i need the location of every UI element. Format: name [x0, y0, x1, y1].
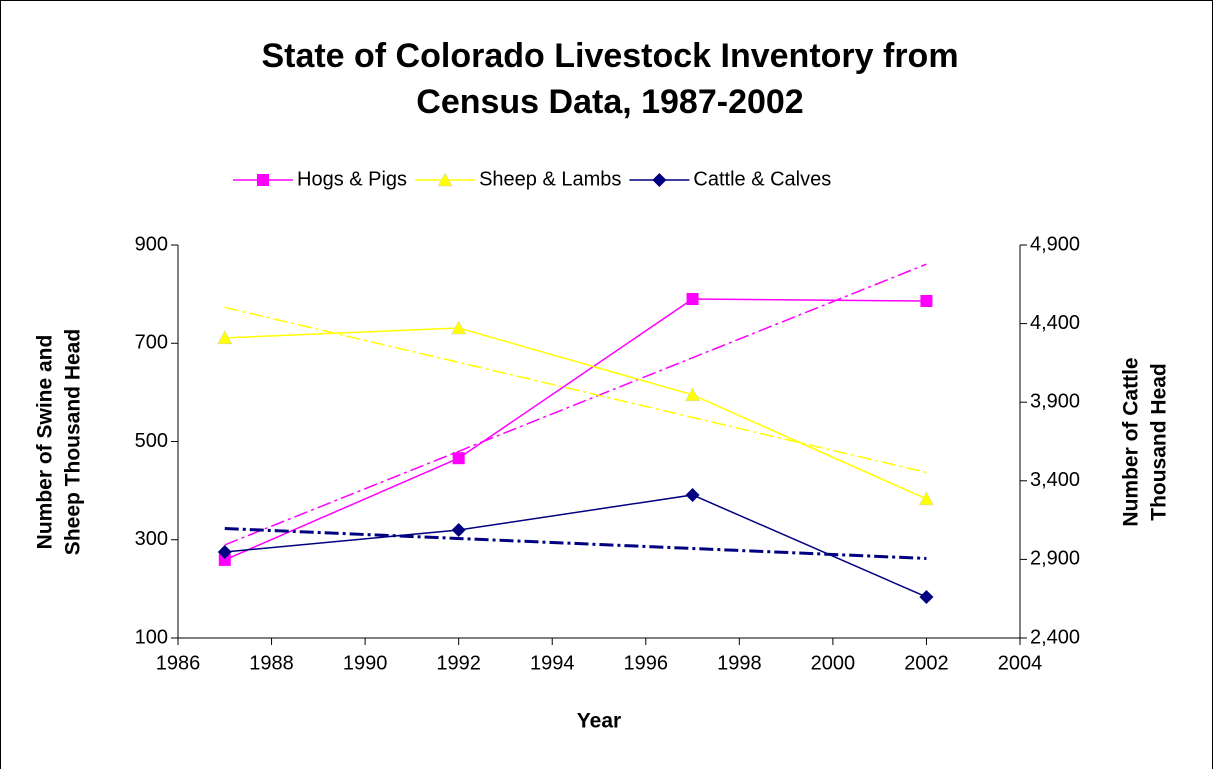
- legend: Hogs & Pigs Sheep & Lambs Cattle & Calves: [233, 168, 831, 190]
- marker: [452, 452, 465, 465]
- y2-tick-label: 3,900: [1030, 390, 1080, 412]
- series-line: [224, 494, 927, 598]
- legend-label: Hogs & Pigs: [297, 168, 407, 190]
- marker: [451, 320, 467, 335]
- y2-tick-label: 2,400: [1030, 626, 1080, 648]
- marker: [920, 295, 933, 308]
- legend-label: Sheep & Lambs: [479, 168, 621, 190]
- trend-line: [224, 306, 927, 474]
- y-tick-label: 300: [135, 528, 168, 550]
- x-tick-label: 1996: [624, 652, 669, 674]
- y-axis-title-line: Sheep Thousand Head: [62, 329, 85, 555]
- marker: [685, 487, 700, 502]
- marker: [217, 330, 233, 345]
- marker: [686, 293, 699, 306]
- y2-tick-label: 3,400: [1030, 469, 1080, 491]
- y2-tick-label: 2,900: [1030, 548, 1080, 570]
- x-tick-label: 1986: [156, 652, 201, 674]
- y-axis-title-line: Number of Swine and: [34, 335, 57, 550]
- chart-title: Census Data, 1987-2002: [416, 83, 803, 121]
- series-line: [224, 327, 927, 500]
- marker: [919, 491, 934, 506]
- x-tick-label: 2002: [904, 652, 949, 674]
- x-tick-label: 1992: [436, 652, 481, 674]
- x-tick-label: 1988: [249, 652, 294, 674]
- x-tick-label: 2004: [998, 652, 1043, 674]
- y-tick-label: 100: [135, 626, 168, 648]
- legend-label: Cattle & Calves: [693, 168, 831, 190]
- y-axis-title: Number of Swine and Sheep Thousand Head: [34, 329, 85, 555]
- y2-axis-title-line: Thousand Head: [1148, 363, 1171, 521]
- y2-tick-label: 4,400: [1030, 312, 1080, 334]
- x-tick-label: 1994: [530, 652, 575, 674]
- marker: [437, 172, 453, 187]
- y2-tick-label: 4,900: [1030, 233, 1080, 255]
- y-tick-label: 900: [135, 233, 168, 255]
- trend-line: [224, 527, 927, 560]
- x-axis-title: Year: [577, 710, 621, 733]
- y-tick-label: 700: [135, 332, 168, 354]
- y-tick-label: 500: [135, 430, 168, 452]
- y2-axis-title-line: Number of Cattle: [1120, 357, 1143, 526]
- x-tick-label: 1990: [343, 652, 388, 674]
- marker: [218, 553, 231, 566]
- x-tick-label: 2000: [811, 652, 856, 674]
- marker: [652, 173, 667, 187]
- trend-line: [224, 263, 927, 546]
- marker: [685, 387, 700, 402]
- series-line: [224, 298, 927, 561]
- marker: [257, 174, 269, 186]
- y2-axis-title: Number of Cattle Thousand Head: [1120, 357, 1171, 526]
- marker: [217, 545, 232, 560]
- x-tick-label: 1998: [717, 652, 762, 674]
- marker: [919, 589, 934, 604]
- chart-title: State of Colorado Livestock Inventory fr…: [261, 37, 958, 75]
- marker: [451, 523, 466, 538]
